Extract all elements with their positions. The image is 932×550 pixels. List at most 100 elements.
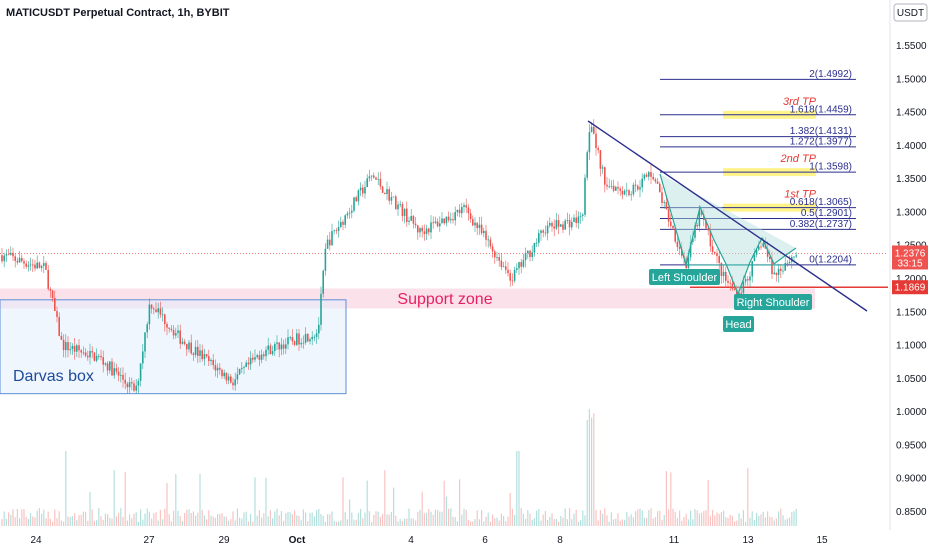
volume-bar (291, 514, 293, 526)
candle-body (707, 228, 709, 231)
volume-bar (648, 509, 650, 526)
volume-bar (588, 409, 590, 526)
volume-bar (126, 520, 128, 526)
volume-bar (159, 509, 161, 526)
volume-bar (324, 521, 326, 526)
volume-bar (129, 514, 131, 526)
candle-body (340, 221, 342, 228)
volume-bar (10, 514, 12, 526)
volume-bar (626, 511, 628, 526)
volume-bar (199, 474, 201, 526)
candle-body (403, 208, 406, 217)
volume-bar (38, 508, 40, 526)
candle-body (733, 288, 736, 290)
candle-body (175, 333, 177, 336)
volume-bar (566, 519, 568, 526)
candle-body (87, 355, 89, 358)
volume-bar (34, 517, 36, 526)
candle-body (753, 254, 756, 262)
candle-body (40, 265, 43, 268)
volume-bar (637, 509, 639, 526)
candle-body (282, 344, 285, 349)
volume-bar (489, 521, 491, 526)
candle-body (540, 230, 542, 234)
candle-body (324, 248, 327, 271)
candle-body (687, 257, 690, 269)
candle-body (630, 194, 632, 196)
volume-bar (599, 510, 601, 526)
volume-bar (47, 511, 49, 526)
volume-bar (254, 477, 256, 526)
candle-body (135, 385, 137, 391)
volume-bar (399, 519, 401, 526)
volume-bar (252, 521, 254, 526)
volume-bar (87, 520, 89, 526)
x-tick-label: 29 (218, 535, 230, 546)
volume-bar (676, 517, 678, 526)
volume-bar (538, 509, 540, 526)
pattern-label-bg (734, 294, 812, 310)
candle-body (397, 204, 399, 210)
candle-body (73, 345, 76, 352)
candle-body (258, 355, 261, 360)
candle-body (221, 369, 223, 377)
volume-bar (615, 518, 617, 526)
volume-bar (580, 520, 582, 526)
candle-body (379, 178, 382, 187)
volume-bar (769, 516, 771, 526)
candle-body (322, 270, 324, 294)
volume-bar (272, 518, 274, 526)
candle-body (597, 148, 599, 151)
candle-body (36, 262, 38, 269)
candle-body (91, 351, 93, 353)
candle-body (474, 222, 476, 226)
candle-body (463, 205, 465, 207)
volume-bar (747, 468, 749, 526)
volume-bar (586, 420, 588, 526)
candle-body (234, 379, 236, 386)
volume-bar (476, 510, 478, 526)
candle-body (353, 197, 355, 211)
volume-bar (738, 513, 740, 526)
candle-body (637, 185, 639, 190)
candle-body (159, 308, 162, 315)
candle-body (555, 220, 558, 229)
candle-body (760, 246, 762, 248)
volume-bar (753, 520, 755, 526)
volume-bar (175, 474, 177, 526)
candle-body (12, 252, 14, 257)
volume-bar (417, 511, 419, 526)
volume-bar (67, 516, 69, 526)
candle-body (562, 224, 564, 230)
candle-body (452, 219, 454, 221)
volume-bar (685, 513, 687, 526)
candle-body (546, 225, 549, 234)
pattern-label: Head (725, 319, 751, 331)
candle-body (364, 187, 366, 194)
volume-bar (527, 510, 529, 526)
candle-body (432, 222, 434, 224)
candle-body (793, 256, 795, 258)
volume-bar (316, 510, 318, 526)
candle-body (38, 262, 41, 268)
volume-bar (214, 517, 216, 526)
volume-bar (58, 511, 60, 526)
candle-body (56, 311, 58, 317)
candle-body (62, 339, 65, 351)
volume-bar (27, 518, 29, 526)
volume-bar (296, 515, 298, 526)
y-tick-label: 1.3500 (896, 174, 927, 185)
volume-bar (322, 515, 324, 526)
volume-bar (148, 511, 150, 526)
volume-bar (360, 508, 362, 526)
volume-bar (679, 510, 681, 526)
volume-bar (709, 515, 711, 526)
candle-body (102, 357, 104, 365)
candle-body (177, 330, 179, 334)
volume-bar (327, 514, 329, 526)
volume-bar (247, 521, 249, 526)
candle-body (762, 243, 764, 247)
candle-body (109, 361, 111, 371)
